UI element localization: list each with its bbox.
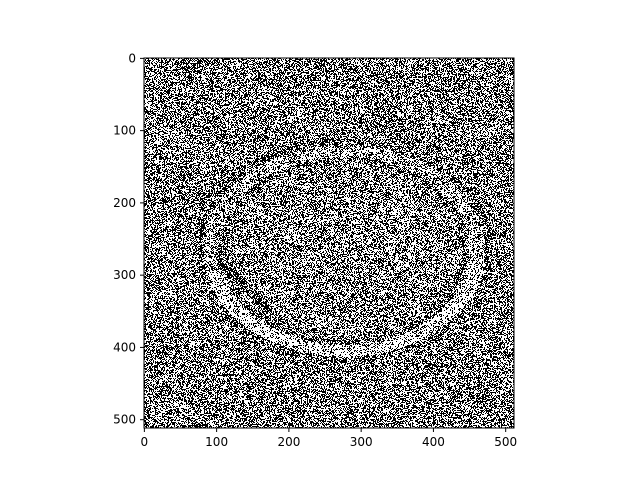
y-tick-label: 500 [113,413,136,427]
x-tick-label: 100 [205,435,228,449]
y-tick-label: 400 [113,340,136,354]
y-tick-label: 200 [113,196,136,210]
y-axis: 0 100 200 300 400 500 [113,51,144,427]
x-tick-label: 0 [141,435,149,449]
y-tick-label: 100 [113,124,136,138]
axes-frame [143,57,515,429]
x-tick-label: 300 [350,435,373,449]
x-tick-label: 500 [494,435,517,449]
noise-image [144,58,514,428]
x-tick-label: 400 [422,435,445,449]
y-tick-label: 0 [128,51,136,65]
y-tick-label: 300 [113,268,136,282]
x-axis: 0 100 200 300 400 500 [141,428,517,449]
x-tick-label: 200 [277,435,300,449]
